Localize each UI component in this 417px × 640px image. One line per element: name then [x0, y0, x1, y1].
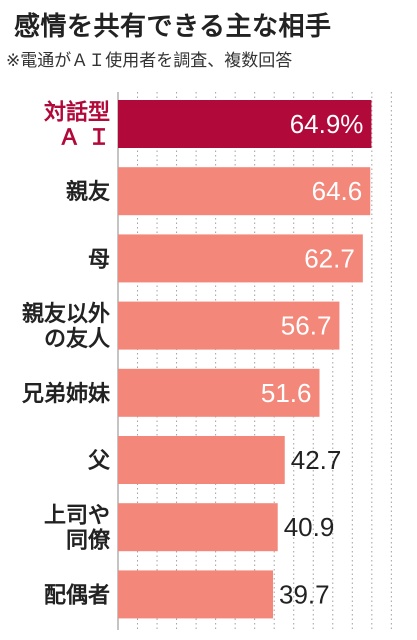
- category-label: 母: [88, 247, 110, 272]
- category-label: 対話型Ａ Ｉ: [44, 100, 110, 151]
- value-label: 42.7: [291, 445, 342, 475]
- bar: [118, 100, 372, 148]
- chart-title: 感情を共有できる主な相手: [14, 12, 332, 42]
- bar: [118, 570, 274, 619]
- bars: [118, 100, 372, 619]
- category-label: 兄弟姉妹: [21, 381, 111, 407]
- value-label: 51.6: [261, 378, 312, 408]
- value-label: 64.6: [312, 176, 363, 206]
- bar: [118, 167, 371, 216]
- category-label: 親友以外の友人: [22, 301, 110, 352]
- bar: [118, 436, 285, 484]
- bar: [118, 368, 320, 417]
- value-label: 62.7: [304, 243, 355, 273]
- value-label: 64.9%: [290, 109, 364, 139]
- category-label: 上司や同僚: [44, 504, 111, 554]
- value-label: 39.7: [279, 579, 330, 609]
- value-label: 40.9: [284, 512, 335, 542]
- category-label: 父: [88, 449, 111, 474]
- chart-subtitle: ※電通がＡＩ使用者を調査、複数回答: [6, 51, 293, 71]
- value-labels: 64.9% 64.6 62.7 56.7 51.6 42.7 40.9 39.7: [261, 109, 364, 609]
- bar: [118, 301, 340, 350]
- value-label: 56.7: [281, 311, 332, 341]
- bar: [118, 234, 363, 283]
- bar: [118, 503, 278, 552]
- category-label: 配偶者: [44, 583, 110, 608]
- category-label: 親友: [66, 180, 110, 205]
